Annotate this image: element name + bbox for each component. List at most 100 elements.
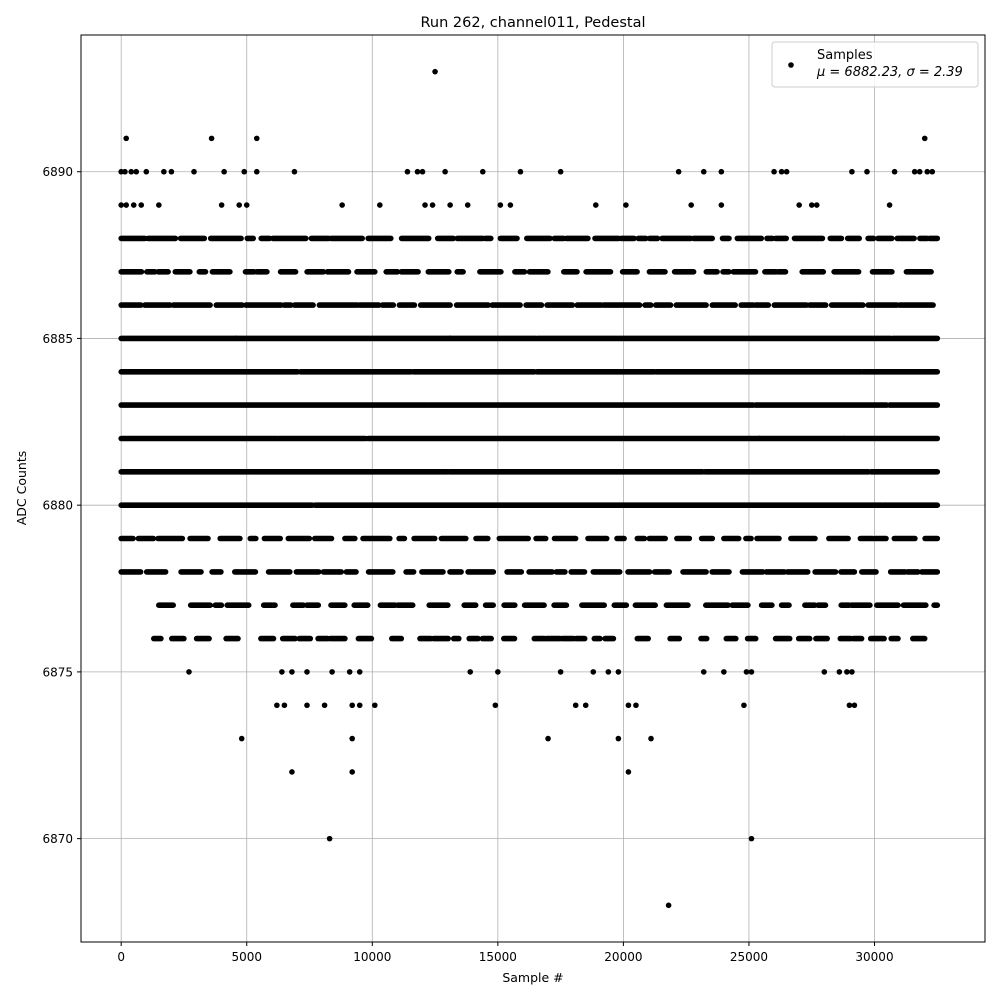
sample-point [507, 202, 514, 208]
sample-point [849, 669, 855, 675]
sample-point [582, 702, 589, 709]
x-tick-label: 5000 [231, 950, 262, 964]
sample-point [419, 168, 426, 175]
sample-point [721, 669, 727, 675]
x-tick-label: 0 [117, 950, 125, 964]
sample-point [372, 702, 378, 709]
sample-point [143, 168, 150, 175]
sample-point [625, 702, 632, 709]
sample-point [921, 135, 928, 142]
sample-point [467, 669, 474, 675]
sample-point [442, 168, 448, 175]
sample-point [886, 202, 893, 208]
sample-point [615, 669, 622, 675]
sample-point [274, 702, 280, 709]
x-tick-label: 10000 [353, 950, 391, 964]
sample-point [851, 702, 858, 709]
sample-point [748, 669, 755, 675]
legend: Samples μ = 6882.23, σ = 2.39 [771, 41, 979, 88]
sample-point [422, 202, 428, 208]
sample-point [545, 735, 551, 742]
sample-point [615, 735, 622, 742]
sample-point [156, 202, 162, 208]
sample-point [221, 168, 227, 175]
sample-point [349, 702, 356, 709]
sample-point [492, 702, 499, 709]
sample-point [377, 202, 383, 208]
sample-point [557, 168, 564, 175]
x-axis-ticks: 0 5000 10000 15000 20000 25000 30000 [117, 942, 894, 964]
x-tick-label: 20000 [604, 950, 642, 964]
sample-point [122, 168, 128, 175]
sample-point [291, 168, 298, 175]
sample-point [168, 168, 175, 175]
sample-point [495, 669, 501, 675]
sample-point [783, 168, 790, 175]
legend-stats-label: μ = 6882.23, σ = 2.39 [816, 65, 963, 80]
sample-point [821, 669, 828, 675]
sample-point [414, 168, 421, 175]
sample-point [304, 702, 310, 709]
sample-point [464, 202, 471, 208]
sample-point [123, 135, 129, 142]
sample-point [356, 702, 363, 709]
sample-point [778, 168, 785, 175]
plot-background [81, 35, 985, 942]
sample-point [432, 68, 438, 75]
sample-point [911, 168, 918, 175]
sample-point [700, 669, 707, 675]
plot-frame [80, 34, 986, 943]
sample-point [572, 702, 579, 709]
y-axis-label: ADC Counts [14, 451, 29, 526]
sample-point [253, 168, 260, 175]
sample-point [557, 669, 564, 675]
sample-point [123, 202, 129, 208]
sample-point [346, 669, 353, 675]
y-tick-label: 6880 [42, 499, 73, 513]
x-axis-label: Sample # [502, 970, 563, 985]
x-tick-label: 30000 [855, 950, 893, 964]
sample-point [128, 168, 135, 175]
sample-point [130, 202, 137, 208]
y-tick-label: 6890 [42, 165, 73, 179]
sample-point [404, 168, 411, 175]
sample-point [605, 669, 612, 675]
sample-point [675, 168, 682, 175]
sample-point [796, 202, 802, 208]
sample-point [321, 702, 328, 709]
legend-marker [788, 62, 794, 68]
sample-point [356, 669, 363, 675]
sample-point [718, 168, 725, 175]
sample-point [813, 202, 820, 208]
x-tick-label: 15000 [479, 950, 517, 964]
sample-point [849, 168, 855, 175]
sample-point [648, 735, 654, 742]
sample-point [186, 669, 192, 675]
sample-point [133, 168, 140, 175]
sample-point [281, 702, 288, 709]
sample-point [429, 202, 436, 208]
sample-point [718, 202, 725, 208]
sample-point [279, 669, 285, 675]
sample-point [241, 168, 248, 175]
sample-point [208, 135, 215, 142]
sample-point [349, 735, 356, 742]
sample-point [929, 168, 936, 175]
sample-point [590, 669, 597, 675]
sample-point [479, 168, 486, 175]
sample-point [243, 202, 250, 208]
legend-series-label: Samples [817, 48, 873, 63]
sample-point [741, 702, 747, 709]
sample-point [304, 669, 310, 675]
sample-point [236, 202, 242, 208]
sample-point [329, 669, 335, 675]
sample-point [161, 168, 167, 175]
sample-point [592, 202, 599, 208]
sample-point [836, 669, 843, 675]
sample-point [497, 202, 504, 208]
sample-point [743, 669, 750, 675]
sample-point [924, 168, 931, 175]
sample-point [916, 168, 923, 175]
chart-title: Run 262, channel011, Pedestal [420, 15, 645, 31]
